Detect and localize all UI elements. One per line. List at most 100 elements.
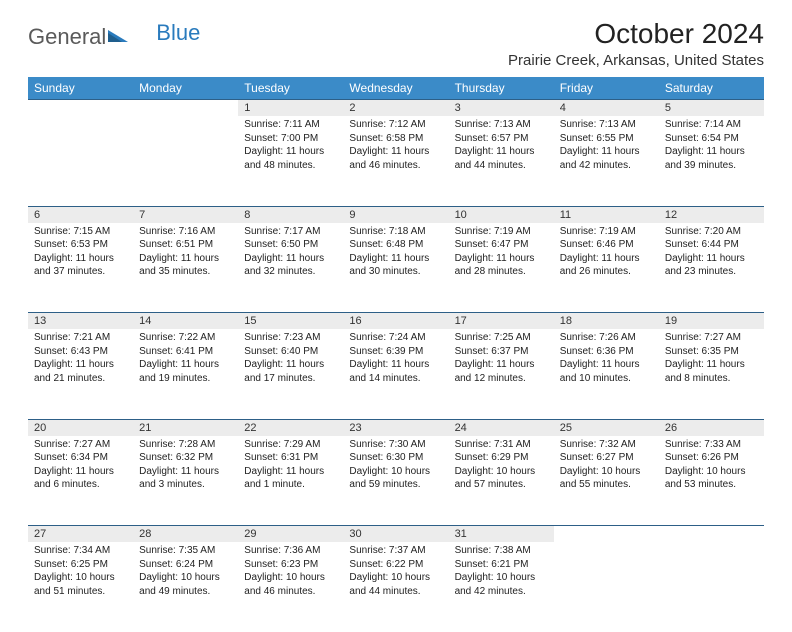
sunrise-text: Sunrise: 7:14 AM — [665, 118, 758, 132]
calendar-table: SundayMondayTuesdayWednesdayThursdayFrid… — [28, 77, 764, 632]
day-content-cell: Sunrise: 7:28 AMSunset: 6:32 PMDaylight:… — [133, 436, 238, 526]
daylight-text: Daylight: 11 hours and 48 minutes. — [244, 145, 337, 172]
weekday-header: Friday — [554, 77, 659, 100]
sunset-text: Sunset: 6:50 PM — [244, 238, 337, 252]
sunrise-text: Sunrise: 7:21 AM — [34, 331, 127, 345]
sunset-text: Sunset: 6:29 PM — [455, 451, 548, 465]
sunrise-text: Sunrise: 7:34 AM — [34, 544, 127, 558]
day-content-cell: Sunrise: 7:25 AMSunset: 6:37 PMDaylight:… — [449, 329, 554, 419]
daylight-text: Daylight: 11 hours and 17 minutes. — [244, 358, 337, 385]
day-number-cell: 7 — [133, 206, 238, 223]
sunset-text: Sunset: 6:24 PM — [139, 558, 232, 572]
sunrise-text: Sunrise: 7:23 AM — [244, 331, 337, 345]
day-number-cell: 15 — [238, 313, 343, 330]
day-number-row: 2728293031 — [28, 526, 764, 543]
sunset-text: Sunset: 6:37 PM — [455, 345, 548, 359]
day-number-cell: 17 — [449, 313, 554, 330]
day-content-cell — [28, 116, 133, 206]
sunrise-text: Sunrise: 7:13 AM — [455, 118, 548, 132]
sunset-text: Sunset: 6:48 PM — [349, 238, 442, 252]
sunset-text: Sunset: 6:53 PM — [34, 238, 127, 252]
day-number-cell: 16 — [343, 313, 448, 330]
day-content-cell: Sunrise: 7:35 AMSunset: 6:24 PMDaylight:… — [133, 542, 238, 632]
daylight-text: Daylight: 11 hours and 46 minutes. — [349, 145, 442, 172]
sunset-text: Sunset: 6:30 PM — [349, 451, 442, 465]
day-number-cell: 23 — [343, 419, 448, 436]
day-content-cell: Sunrise: 7:20 AMSunset: 6:44 PMDaylight:… — [659, 223, 764, 313]
logo-triangle-icon — [108, 22, 128, 48]
daylight-text: Daylight: 10 hours and 55 minutes. — [560, 465, 653, 492]
day-content-cell: Sunrise: 7:14 AMSunset: 6:54 PMDaylight:… — [659, 116, 764, 206]
logo: General Blue — [28, 18, 172, 50]
sunrise-text: Sunrise: 7:25 AM — [455, 331, 548, 345]
daylight-text: Daylight: 11 hours and 28 minutes. — [455, 252, 548, 279]
day-content-cell: Sunrise: 7:30 AMSunset: 6:30 PMDaylight:… — [343, 436, 448, 526]
day-content-row: Sunrise: 7:11 AMSunset: 7:00 PMDaylight:… — [28, 116, 764, 206]
weekday-header: Monday — [133, 77, 238, 100]
daylight-text: Daylight: 11 hours and 37 minutes. — [34, 252, 127, 279]
weekday-header-row: SundayMondayTuesdayWednesdayThursdayFrid… — [28, 77, 764, 100]
sunrise-text: Sunrise: 7:29 AM — [244, 438, 337, 452]
sunset-text: Sunset: 6:58 PM — [349, 132, 442, 146]
sunrise-text: Sunrise: 7:27 AM — [665, 331, 758, 345]
day-content-cell: Sunrise: 7:32 AMSunset: 6:27 PMDaylight:… — [554, 436, 659, 526]
sunset-text: Sunset: 6:26 PM — [665, 451, 758, 465]
day-content-cell: Sunrise: 7:18 AMSunset: 6:48 PMDaylight:… — [343, 223, 448, 313]
day-number-cell: 11 — [554, 206, 659, 223]
day-number-cell: 6 — [28, 206, 133, 223]
day-content-cell: Sunrise: 7:21 AMSunset: 6:43 PMDaylight:… — [28, 329, 133, 419]
daylight-text: Daylight: 11 hours and 10 minutes. — [560, 358, 653, 385]
day-content-cell: Sunrise: 7:22 AMSunset: 6:41 PMDaylight:… — [133, 329, 238, 419]
day-content-cell: Sunrise: 7:13 AMSunset: 6:55 PMDaylight:… — [554, 116, 659, 206]
month-title: October 2024 — [508, 18, 764, 50]
sunset-text: Sunset: 6:22 PM — [349, 558, 442, 572]
day-content-row: Sunrise: 7:34 AMSunset: 6:25 PMDaylight:… — [28, 542, 764, 632]
sunrise-text: Sunrise: 7:13 AM — [560, 118, 653, 132]
day-number-cell: 9 — [343, 206, 448, 223]
sunset-text: Sunset: 6:31 PM — [244, 451, 337, 465]
day-content-cell: Sunrise: 7:27 AMSunset: 6:34 PMDaylight:… — [28, 436, 133, 526]
sunrise-text: Sunrise: 7:36 AM — [244, 544, 337, 558]
day-number-cell — [133, 100, 238, 117]
sunrise-text: Sunrise: 7:15 AM — [34, 225, 127, 239]
daylight-text: Daylight: 11 hours and 8 minutes. — [665, 358, 758, 385]
day-number-cell: 13 — [28, 313, 133, 330]
daylight-text: Daylight: 11 hours and 12 minutes. — [455, 358, 548, 385]
daylight-text: Daylight: 11 hours and 32 minutes. — [244, 252, 337, 279]
weekday-header: Sunday — [28, 77, 133, 100]
day-number-cell: 24 — [449, 419, 554, 436]
sunset-text: Sunset: 6:39 PM — [349, 345, 442, 359]
daylight-text: Daylight: 11 hours and 42 minutes. — [560, 145, 653, 172]
daylight-text: Daylight: 11 hours and 21 minutes. — [34, 358, 127, 385]
weekday-header: Wednesday — [343, 77, 448, 100]
day-content-cell — [133, 116, 238, 206]
day-number-cell: 30 — [343, 526, 448, 543]
sunset-text: Sunset: 6:35 PM — [665, 345, 758, 359]
sunrise-text: Sunrise: 7:37 AM — [349, 544, 442, 558]
day-content-cell: Sunrise: 7:17 AMSunset: 6:50 PMDaylight:… — [238, 223, 343, 313]
day-number-cell: 5 — [659, 100, 764, 117]
day-content-cell: Sunrise: 7:33 AMSunset: 6:26 PMDaylight:… — [659, 436, 764, 526]
day-content-cell: Sunrise: 7:31 AMSunset: 6:29 PMDaylight:… — [449, 436, 554, 526]
day-number-cell: 18 — [554, 313, 659, 330]
sunrise-text: Sunrise: 7:32 AM — [560, 438, 653, 452]
day-number-cell — [28, 100, 133, 117]
sunrise-text: Sunrise: 7:22 AM — [139, 331, 232, 345]
day-number-cell: 3 — [449, 100, 554, 117]
daylight-text: Daylight: 10 hours and 44 minutes. — [349, 571, 442, 598]
day-number-cell: 4 — [554, 100, 659, 117]
day-content-cell — [554, 542, 659, 632]
daylight-text: Daylight: 10 hours and 49 minutes. — [139, 571, 232, 598]
sunset-text: Sunset: 6:21 PM — [455, 558, 548, 572]
day-content-cell: Sunrise: 7:37 AMSunset: 6:22 PMDaylight:… — [343, 542, 448, 632]
day-number-cell: 31 — [449, 526, 554, 543]
day-number-cell: 1 — [238, 100, 343, 117]
day-number-cell: 10 — [449, 206, 554, 223]
day-content-cell: Sunrise: 7:13 AMSunset: 6:57 PMDaylight:… — [449, 116, 554, 206]
sunset-text: Sunset: 7:00 PM — [244, 132, 337, 146]
daylight-text: Daylight: 11 hours and 44 minutes. — [455, 145, 548, 172]
day-content-cell: Sunrise: 7:15 AMSunset: 6:53 PMDaylight:… — [28, 223, 133, 313]
sunset-text: Sunset: 6:32 PM — [139, 451, 232, 465]
day-number-cell: 22 — [238, 419, 343, 436]
day-number-cell: 12 — [659, 206, 764, 223]
